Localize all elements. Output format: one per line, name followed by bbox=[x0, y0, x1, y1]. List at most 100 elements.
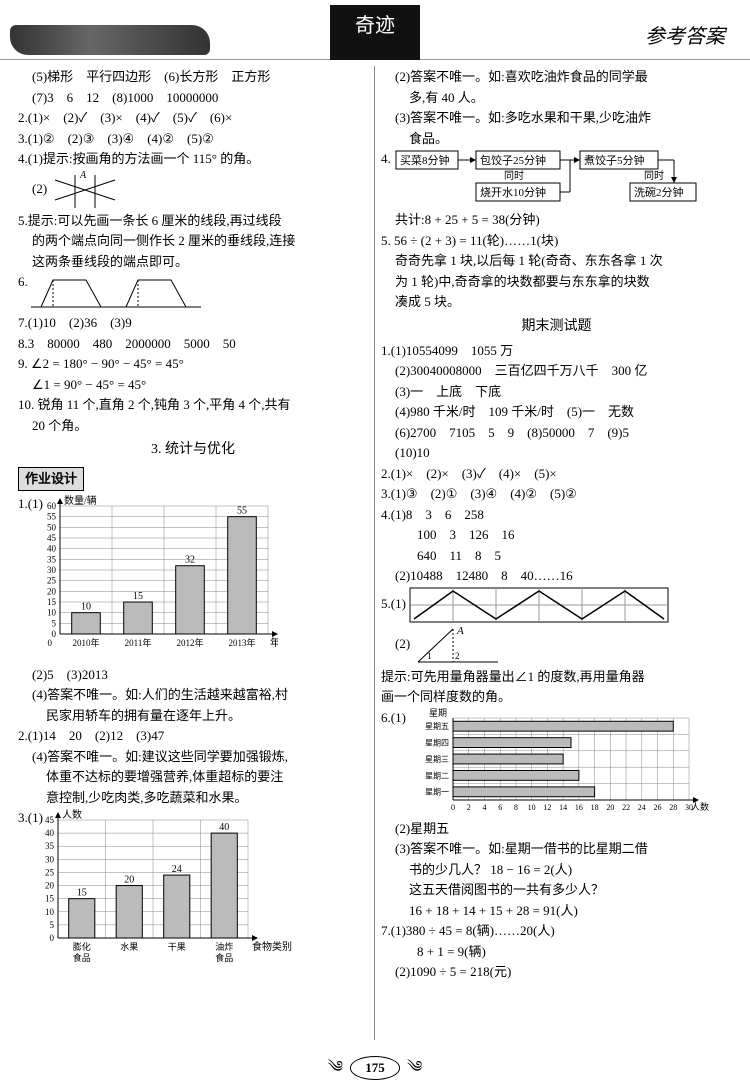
svg-text:16: 16 bbox=[575, 803, 583, 812]
text-line: 6.(1) 星期024681012141618202224262830星期五星期… bbox=[381, 708, 732, 818]
svg-text:人数: 人数 bbox=[62, 808, 82, 821]
swirl-icon: ༄ bbox=[407, 1056, 422, 1080]
content-columns: (5)梯形 平行四边形 (6)长方形 正方形 (7)3 6 12 (8)1000… bbox=[0, 60, 750, 1040]
swirl-icon: ༄ bbox=[328, 1056, 343, 1080]
svg-text:星期一: 星期一 bbox=[425, 787, 449, 796]
svg-text:同时: 同时 bbox=[504, 170, 524, 182]
text-line: 16 + 18 + 14 + 15 + 28 = 91(人) bbox=[381, 901, 732, 921]
text-line: (2) A bbox=[18, 170, 368, 210]
svg-text:55: 55 bbox=[47, 511, 57, 521]
text-line: 奇奇先拿 1 块,以后每 1 轮(奇奇、东东各拿 1 次 bbox=[381, 251, 732, 271]
text-line: 民家用轿车的拥有量在逐年上升。 bbox=[18, 706, 368, 726]
svg-text:星期二: 星期二 bbox=[425, 771, 449, 780]
svg-text:2: 2 bbox=[455, 651, 460, 661]
text-line: (2) A 1 2 bbox=[381, 624, 732, 666]
bar-chart-week: 星期024681012141618202224262830星期五星期四星期三星期… bbox=[409, 708, 709, 818]
text-line: 画一个同样度数的角。 bbox=[381, 687, 732, 707]
text-line: (10)10 bbox=[381, 443, 732, 463]
svg-text:14: 14 bbox=[559, 803, 567, 812]
svg-text:26: 26 bbox=[654, 803, 662, 812]
svg-text:星期五: 星期五 bbox=[425, 722, 449, 731]
svg-text:10: 10 bbox=[45, 907, 55, 917]
text-line: 食品。 bbox=[381, 129, 732, 149]
svg-text:32: 32 bbox=[185, 554, 195, 565]
text-line: 这两条垂线段的端点即可。 bbox=[18, 252, 368, 272]
svg-text:星期三: 星期三 bbox=[425, 754, 449, 763]
label: 4. bbox=[381, 151, 391, 166]
svg-text:0: 0 bbox=[48, 638, 53, 648]
svg-text:1: 1 bbox=[427, 651, 432, 661]
text-line: (2)答案不唯一。如:喜欢吃油炸食品的同学最 bbox=[381, 67, 732, 87]
label: 1.(1) bbox=[18, 494, 43, 514]
svg-text:食品: 食品 bbox=[215, 952, 233, 963]
svg-text:买菜8分钟: 买菜8分钟 bbox=[400, 153, 450, 167]
page-header: 奇迹 参考答案 bbox=[0, 0, 750, 60]
label: 5.(1) bbox=[381, 595, 406, 610]
svg-text:水果: 水果 bbox=[120, 941, 138, 952]
text-line: ∠1 = 90° − 45° = 45° bbox=[18, 375, 368, 395]
svg-text:22: 22 bbox=[622, 803, 630, 812]
text-line: 2.(1)× (2)✓ (3)× (4)✓ (5)✓ (6)× bbox=[18, 108, 368, 128]
label: (2) bbox=[32, 180, 47, 195]
svg-text:15: 15 bbox=[77, 888, 87, 899]
svg-text:20: 20 bbox=[124, 875, 134, 886]
svg-text:包饺子25分钟: 包饺子25分钟 bbox=[480, 153, 546, 167]
svg-text:0: 0 bbox=[451, 803, 455, 812]
text-line: (7)3 6 12 (8)1000 10000000 bbox=[18, 88, 368, 108]
svg-text:6: 6 bbox=[498, 803, 502, 812]
text-line: (2)5 (3)2013 bbox=[18, 665, 368, 685]
left-column: (5)梯形 平行四边形 (6)长方形 正方形 (7)3 6 12 (8)1000… bbox=[12, 66, 375, 1040]
svg-text:5: 5 bbox=[50, 920, 55, 930]
text-line: 共计:8 + 25 + 5 = 38(分钟) bbox=[381, 210, 732, 230]
text-line: 提示:可先用量角器量出∠1 的度数,再用量角器 bbox=[381, 667, 732, 687]
text-line: 9. ∠2 = 180° − 90° − 45° = 45° bbox=[18, 354, 368, 374]
svg-text:40: 40 bbox=[47, 543, 57, 553]
svg-text:食品: 食品 bbox=[73, 952, 91, 963]
section-title: 期末测试题 bbox=[381, 316, 732, 337]
svg-text:2010年: 2010年 bbox=[72, 637, 99, 648]
svg-text:25: 25 bbox=[45, 867, 55, 877]
label: 6.(1) bbox=[381, 710, 406, 725]
text-line: 4. 买菜8分钟 包饺子25分钟 烧开水10分钟 同时 bbox=[381, 149, 732, 209]
text-line: (2)30040008000 三百亿四千万八千 300 亿 bbox=[381, 361, 732, 381]
svg-text:18: 18 bbox=[591, 803, 599, 812]
svg-text:2012年: 2012年 bbox=[176, 637, 203, 648]
text-line: 3.(1)② (2)③ (3)④ (4)② (5)② bbox=[18, 129, 368, 149]
svg-text:40: 40 bbox=[45, 828, 55, 838]
svg-text:28: 28 bbox=[669, 803, 677, 812]
zigzag-figure bbox=[409, 587, 669, 623]
section-title: 3. 统计与优化 bbox=[18, 439, 368, 460]
svg-text:10: 10 bbox=[81, 601, 91, 612]
svg-text:人数: 人数 bbox=[691, 801, 709, 812]
svg-text:0: 0 bbox=[52, 629, 57, 639]
label: 6. bbox=[18, 274, 28, 289]
page-number: 175 bbox=[350, 1056, 400, 1080]
text-line: 凑成 5 块。 bbox=[381, 292, 732, 312]
label: (2) bbox=[395, 635, 410, 650]
text-line: 这五天借阅图书的一共有多少人？ bbox=[381, 880, 732, 900]
text-line: 100 3 126 16 bbox=[381, 525, 732, 545]
svg-text:年份: 年份 bbox=[270, 636, 278, 649]
text-line: 意控制,少吃肉类,多吃蔬菜和水果。 bbox=[18, 788, 368, 808]
svg-text:60: 60 bbox=[47, 501, 57, 511]
trapezoid-figure bbox=[31, 272, 201, 312]
text-line: 1.(1)10554099 1055 万 bbox=[381, 341, 732, 361]
text-line: 10. 锐角 11 个,直角 2 个,钝角 3 个,平角 4 个,共有 bbox=[18, 395, 368, 415]
text-line: 为 1 轮)中,奇奇拿的块数都要与东东拿的块数 bbox=[381, 272, 732, 292]
text-line: 的两个端点向同一侧作长 2 厘米的垂线段,连接 bbox=[18, 231, 368, 251]
text-line: 2.(1)14 20 (2)12 (3)47 bbox=[18, 726, 368, 746]
svg-text:膨化: 膨化 bbox=[73, 941, 91, 952]
text-line: 书的少几人？ 18 − 16 = 2(人) bbox=[381, 860, 732, 880]
text-line: (2)星期五 bbox=[381, 819, 732, 839]
svg-text:35: 35 bbox=[45, 841, 55, 851]
svg-text:洗碗2分钟: 洗碗2分钟 bbox=[634, 185, 684, 199]
text-line: 2.(1)× (2)× (3)✓ (4)× (5)× bbox=[381, 464, 732, 484]
svg-text:数量/辆: 数量/辆 bbox=[64, 494, 97, 507]
text-line: (5)梯形 平行四边形 (6)长方形 正方形 bbox=[18, 67, 368, 87]
svg-text:干果: 干果 bbox=[168, 942, 186, 952]
text-line: (2)10488 12480 8 40……16 bbox=[381, 566, 732, 586]
angle-figure-2: A 1 2 bbox=[413, 624, 503, 666]
svg-text:煮饺子5分钟: 煮饺子5分钟 bbox=[584, 153, 645, 167]
section-box: 作业设计 bbox=[18, 467, 84, 491]
svg-text:同时: 同时 bbox=[644, 170, 664, 182]
